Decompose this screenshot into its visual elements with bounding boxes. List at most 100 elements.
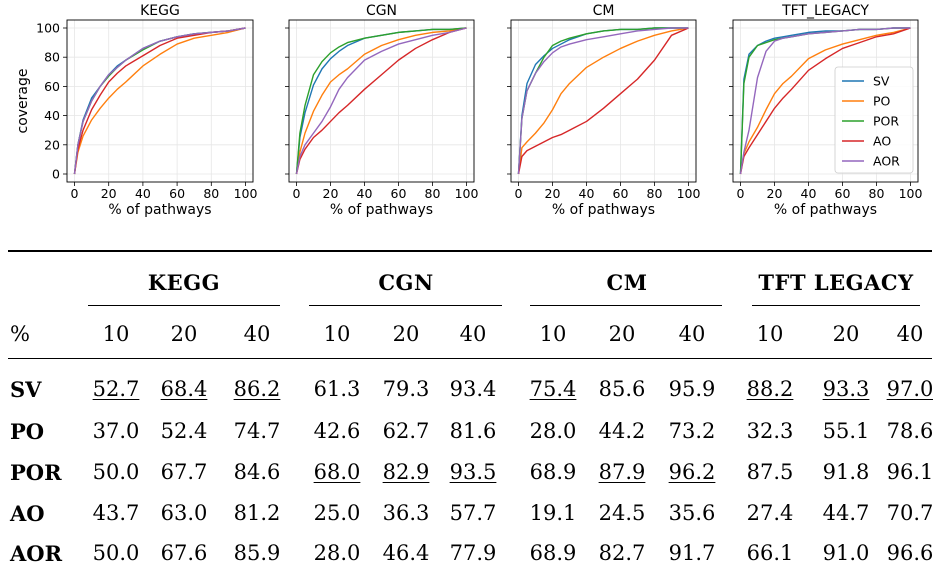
row-label-por: POR xyxy=(10,460,62,485)
xtick-label-cm: 80 xyxy=(647,186,663,201)
table-cell: 88.2 xyxy=(746,377,794,401)
group-header-cm: CM xyxy=(606,270,648,295)
table-cell: 93.5 xyxy=(449,460,497,484)
table-cell: 91.7 xyxy=(668,541,716,565)
group-underline-kegg xyxy=(88,305,280,306)
x-axis-label-kegg: % of pathways xyxy=(108,202,211,218)
row-label-ao: AO xyxy=(10,501,45,526)
series-line-po-cgn xyxy=(295,27,467,175)
table-cell: 66.1 xyxy=(746,541,794,565)
group-header-cgn: CGN xyxy=(378,270,434,295)
table-cell: 67.6 xyxy=(160,541,208,565)
table-cell: 93.3 xyxy=(822,377,870,401)
table-cell: 82.9 xyxy=(382,460,430,484)
column-header: 40 xyxy=(459,322,487,346)
xtick-label-kegg: 40 xyxy=(135,186,151,201)
table-cell: 44.7 xyxy=(822,501,870,525)
table-cell: 68.4 xyxy=(160,377,208,401)
table-cell: 32.3 xyxy=(746,419,794,443)
xtick-label-cgn: 40 xyxy=(357,186,373,201)
xtick-label-cgn: 60 xyxy=(391,186,407,201)
table-cell: 57.7 xyxy=(449,501,497,525)
plot-title-cm: CM xyxy=(593,3,615,19)
table-cell: 91.0 xyxy=(822,541,870,565)
xtick-label-cm: 40 xyxy=(579,186,595,201)
series-line-aor-tft-legacy xyxy=(739,27,911,175)
table-cell: 44.2 xyxy=(598,419,646,443)
xtick-label-cgn: 80 xyxy=(425,186,441,201)
xtick-label-kegg: 80 xyxy=(203,186,219,201)
table-cell: 62.7 xyxy=(382,419,430,443)
legend-label-ao: AO xyxy=(873,134,891,149)
series-line-aor-cm xyxy=(517,27,689,175)
plot-title-tft-legacy: TFT_LEGACY xyxy=(781,3,869,19)
series-line-po-kegg xyxy=(73,27,246,175)
row-label-aor: AOR xyxy=(10,541,63,566)
legend-label-po: PO xyxy=(873,94,891,109)
table-cell: 75.4 xyxy=(529,377,577,401)
column-header: 40 xyxy=(678,322,706,346)
column-header: 20 xyxy=(608,322,636,346)
table-cell: 85.9 xyxy=(233,541,281,565)
column-header: 40 xyxy=(243,322,271,346)
series-line-po-tft-legacy xyxy=(739,27,911,175)
table-cell: 68.0 xyxy=(313,460,361,484)
table-mid-rule xyxy=(8,358,932,359)
column-header: 40 xyxy=(896,322,924,346)
plot-frame-cgn xyxy=(288,19,475,183)
xtick-label-tft-legacy: 80 xyxy=(869,186,885,201)
table-cell: 63.0 xyxy=(160,501,208,525)
legend-box xyxy=(834,66,914,174)
results-table: KEGG CGN CM TFT LEGACY % 10 20 40 10 20 40 10 2… xyxy=(0,250,933,576)
plot-frame-tft-legacy xyxy=(732,19,919,183)
series-line-ao-tft-legacy xyxy=(739,27,911,175)
series-line-aor-kegg xyxy=(73,27,246,175)
table-cell: 50.0 xyxy=(92,460,140,484)
group-underline-cm xyxy=(530,305,722,306)
group-underline-tft-legacy xyxy=(752,305,920,306)
series-line-sv-cgn xyxy=(295,27,467,175)
y-axis-label-kegg: coverage xyxy=(15,69,31,134)
table-cell: 85.6 xyxy=(598,377,646,401)
series-line-por-kegg xyxy=(73,27,246,175)
table-cell: 78.6 xyxy=(886,419,933,443)
series-line-ao-cgn xyxy=(295,27,467,175)
plot-title-kegg: KEGG xyxy=(140,3,180,19)
series-line-sv-cm xyxy=(517,27,689,175)
table-cell: 46.4 xyxy=(382,541,430,565)
table-cell: 73.2 xyxy=(668,419,716,443)
table-cell: 50.0 xyxy=(92,541,140,565)
table-cell: 70.7 xyxy=(886,501,933,525)
xtick-label-tft-legacy: 100 xyxy=(899,186,923,201)
table-cell: 97.0 xyxy=(886,377,933,401)
ytick-label-kegg: 0 xyxy=(52,167,60,182)
xtick-label-kegg: 100 xyxy=(234,186,258,201)
row-label-sv: SV xyxy=(10,377,42,402)
column-header: 20 xyxy=(832,322,860,346)
table-cell: 96.2 xyxy=(668,460,716,484)
plot-frame-cm xyxy=(510,19,697,183)
table-cell: 96.6 xyxy=(886,541,933,565)
table-top-rule xyxy=(8,250,932,252)
table-cell: 24.5 xyxy=(598,501,646,525)
column-header: 10 xyxy=(102,322,130,346)
column-header: 10 xyxy=(539,322,567,346)
series-line-ao-kegg xyxy=(73,27,246,175)
table-cell: 35.6 xyxy=(668,501,716,525)
series-line-sv-kegg xyxy=(73,27,246,175)
xtick-label-cm: 60 xyxy=(613,186,629,201)
table-cell: 74.7 xyxy=(233,419,281,443)
table-cell: 28.0 xyxy=(313,541,361,565)
table-cell: 37.0 xyxy=(92,419,140,443)
xtick-label-tft-legacy: 0 xyxy=(737,186,745,201)
legend-label-sv: SV xyxy=(873,74,890,89)
x-axis-label-cgn: % of pathways xyxy=(330,202,433,218)
plot-title-cgn: CGN xyxy=(366,3,397,19)
table-cell: 61.3 xyxy=(313,377,361,401)
table-cell: 67.7 xyxy=(160,460,208,484)
table-cell: 84.6 xyxy=(233,460,281,484)
table-cell: 87.5 xyxy=(746,460,794,484)
xtick-label-kegg: 0 xyxy=(71,186,79,201)
table-cell: 95.9 xyxy=(668,377,716,401)
series-line-ao-cm xyxy=(517,27,689,175)
